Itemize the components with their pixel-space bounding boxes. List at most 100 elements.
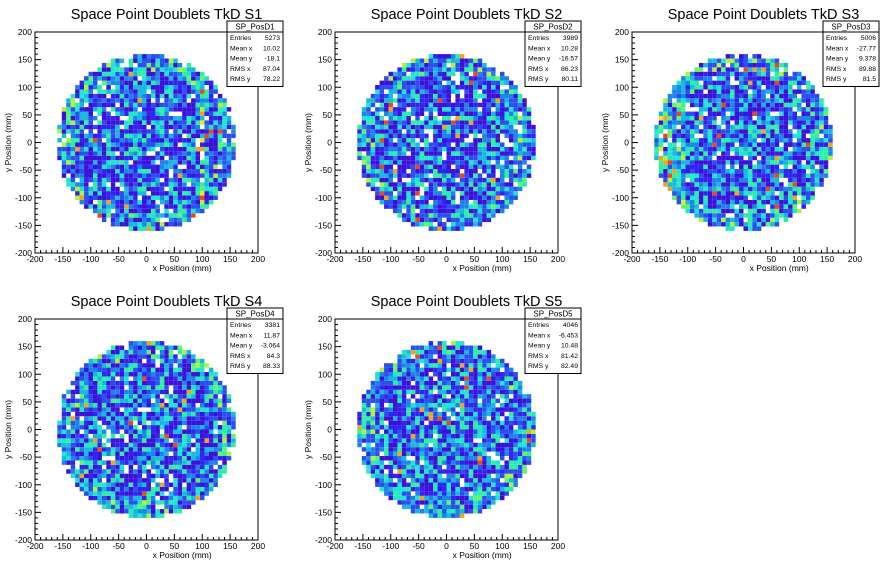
heatmap-cell: [164, 71, 169, 77]
heatmap-cell: [455, 120, 460, 125]
heatmap-cell: [208, 402, 214, 408]
heatmap-cell: [455, 89, 460, 94]
heatmap-cell: [814, 111, 820, 116]
heatmap-cell: [774, 160, 780, 165]
heatmap-cell: [186, 120, 192, 125]
heatmap-cell: [392, 115, 398, 121]
heatmap-cell: [698, 155, 704, 161]
heatmap-cell: [672, 186, 677, 192]
heatmap-cell: [419, 107, 425, 112]
heatmap-cell: [186, 407, 192, 412]
heatmap-cell: [406, 62, 411, 68]
heatmap-cell: [115, 429, 120, 434]
heatmap-cell: [428, 217, 434, 223]
heatmap-cell: [464, 93, 469, 99]
heatmap-cell: [146, 394, 151, 399]
heatmap-cell: [84, 447, 89, 452]
heatmap-cell: [433, 120, 438, 125]
heatmap-cell: [106, 102, 111, 108]
heatmap-cell: [468, 151, 474, 156]
heatmap-cell: [195, 367, 201, 373]
heatmap-cell: [119, 402, 125, 408]
chart-title: Space Point Doublets TkD S1: [71, 7, 263, 23]
heatmap-cell: [137, 111, 143, 116]
heatmap-cell: [428, 124, 434, 130]
heatmap-cell: [433, 213, 438, 218]
heatmap-cell: [716, 58, 722, 63]
heatmap-cell: [788, 151, 793, 156]
heatmap-cell: [770, 115, 775, 121]
heatmap-cell: [142, 204, 147, 209]
heatmap-cell: [388, 129, 393, 134]
heatmap-cell: [531, 151, 536, 156]
heatmap-cell: [379, 142, 385, 147]
heatmap-cell: [698, 177, 704, 183]
heatmap-cell: [721, 155, 726, 161]
heatmap-cell: [115, 442, 120, 448]
heatmap-cell: [101, 169, 107, 174]
heatmap-cell: [61, 442, 67, 448]
heatmap-cell: [437, 98, 443, 103]
heatmap-cell: [133, 213, 138, 218]
heatmap-cell: [173, 495, 178, 501]
heatmap-cell: [186, 433, 192, 439]
heatmap-cell: [388, 120, 393, 125]
heatmap-cell: [379, 169, 385, 174]
heatmap-cell: [406, 102, 411, 108]
heatmap-cell: [128, 402, 134, 408]
heatmap-cell: [195, 407, 201, 412]
heatmap-cell: [119, 67, 125, 72]
heatmap-cell: [231, 146, 236, 152]
heatmap-cell: [676, 177, 682, 183]
heatmap-cell: [437, 164, 443, 170]
heatmap-cell: [84, 160, 89, 165]
heatmap-cell: [698, 142, 704, 147]
heatmap-cell: [522, 151, 527, 156]
heatmap-cell: [119, 504, 125, 510]
heatmap-cell: [213, 469, 218, 474]
heatmap-cell: [79, 173, 85, 178]
heatmap-cell: [159, 85, 165, 90]
heatmap-cell: [482, 124, 487, 130]
heatmap-cell: [200, 199, 205, 205]
heatmap-cell: [810, 169, 815, 174]
heatmap-cell: [186, 358, 192, 364]
heatmap-cell: [200, 146, 205, 152]
heatmap-cell: [473, 120, 478, 125]
heatmap-cell: [415, 102, 420, 108]
heatmap-cell: [357, 151, 362, 156]
heatmap-cell: [819, 115, 824, 121]
heatmap-cell: [92, 433, 98, 439]
heatmap-cell: [672, 195, 677, 200]
heatmap-cell: [783, 208, 789, 214]
heatmap-cell: [182, 380, 187, 386]
heatmap-cell: [128, 442, 134, 448]
heatmap-cell: [191, 138, 196, 143]
heatmap-cell: [415, 80, 420, 86]
heatmap-cell: [504, 120, 509, 125]
heatmap-cell: [774, 71, 780, 77]
heatmap-cell: [66, 107, 71, 112]
heatmap-cell: [681, 111, 686, 116]
heatmap-cell: [66, 155, 71, 161]
heatmap-cell: [459, 195, 465, 200]
heatmap-cell: [155, 513, 160, 518]
heatmap-cell: [694, 182, 699, 187]
heatmap-cell: [752, 195, 757, 200]
heatmap-cell: [128, 93, 134, 99]
heatmap-cell: [756, 199, 762, 205]
heatmap-cell: [370, 173, 376, 178]
heatmap-cell: [177, 385, 183, 390]
heatmap-cell: [217, 451, 223, 457]
heatmap-cell: [195, 151, 201, 156]
heatmap-cell: [703, 98, 708, 103]
heatmap-cell: [761, 182, 766, 187]
heatmap-cell: [703, 155, 708, 161]
heatmap-cell: [747, 124, 753, 130]
heatmap-cell: [464, 164, 469, 170]
heatmap-cell: [128, 509, 134, 514]
heatmap-cell: [455, 155, 460, 161]
heatmap-cell: [814, 142, 820, 147]
heatmap-cell: [150, 509, 156, 514]
heatmap-cell: [663, 182, 668, 187]
